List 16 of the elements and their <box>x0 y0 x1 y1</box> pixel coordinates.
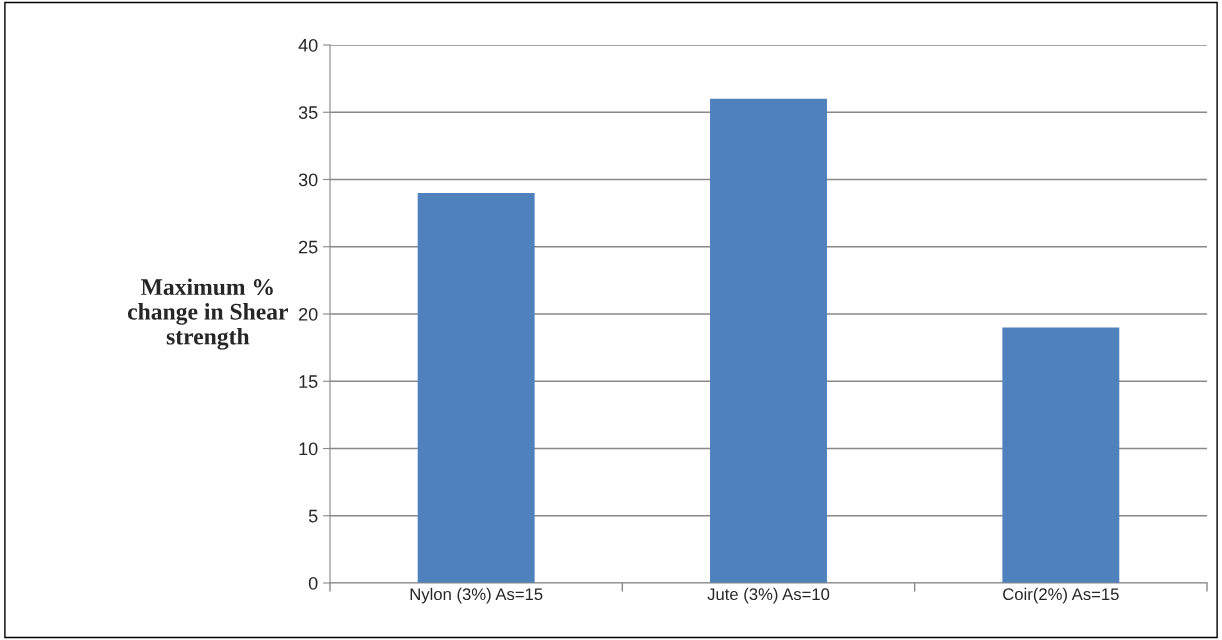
x-tick-label: Jute (3%) As=10 <box>707 587 830 604</box>
y-tick-label: 40 <box>298 38 318 52</box>
x-tick-label: Nylon (3%) As=15 <box>410 587 543 604</box>
x-tick-label: Coir(2%) As=15 <box>1003 587 1119 604</box>
bar <box>417 192 535 583</box>
y-axis-title: Maximum % change in Shear strength <box>127 278 289 350</box>
bar <box>710 98 827 583</box>
y-tick-label: 20 <box>299 307 318 321</box>
y-tick-label: 10 <box>299 442 318 456</box>
y-tick-label: 0 <box>308 576 318 590</box>
bar <box>1002 327 1120 583</box>
y-tick-label: 25 <box>299 240 318 254</box>
y-tick-label: 5 <box>308 509 318 523</box>
y-tick-label: 15 <box>299 375 318 388</box>
y-tick-label: 35 <box>298 106 318 119</box>
y-tick-label: 30 <box>298 173 318 187</box>
